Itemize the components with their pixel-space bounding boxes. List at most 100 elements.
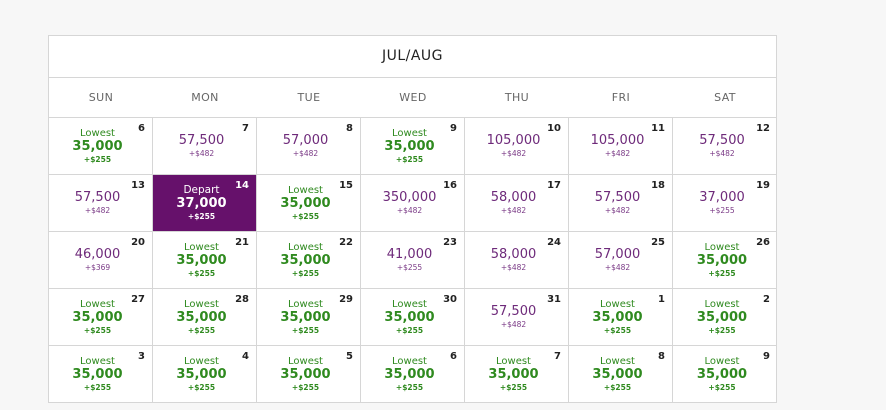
day-number: 28 xyxy=(235,294,249,305)
miles-price: 35,000 xyxy=(72,138,123,154)
fare-info: Lowest 35,000 +$255 xyxy=(257,346,346,402)
taxes-fees: +$255 xyxy=(187,382,216,392)
taxes-fees: +$482 xyxy=(84,206,111,215)
day-cell[interactable]: 6 Lowest 35,000 +$255 xyxy=(49,118,153,174)
day-cell[interactable]: 28 Lowest 35,000 +$255 xyxy=(153,289,257,345)
day-number: 30 xyxy=(443,294,457,305)
day-cell[interactable]: 16 350,000 +$482 xyxy=(361,175,465,231)
day-number: 16 xyxy=(443,180,457,191)
day-of-week-sun: SUN xyxy=(88,91,114,104)
day-cell[interactable]: 18 57,500 +$482 xyxy=(569,175,673,231)
day-cell[interactable]: 5 Lowest 35,000 +$255 xyxy=(257,346,361,402)
day-cell[interactable]: 6 Lowest 35,000 +$255 xyxy=(361,346,465,402)
day-cell[interactable]: 4 Lowest 35,000 +$255 xyxy=(153,346,257,402)
day-number: 23 xyxy=(443,237,457,248)
day-of-week-mon: MON xyxy=(191,91,219,104)
lowest-fare-label: Lowest xyxy=(600,298,635,310)
day-cell[interactable]: 7 Lowest 35,000 +$255 xyxy=(465,346,569,402)
taxes-fees: +$255 xyxy=(291,268,320,278)
day-cell[interactable]: 3 Lowest 35,000 +$255 xyxy=(49,346,153,402)
day-number: 1 xyxy=(658,294,665,305)
day-number: 10 xyxy=(547,123,561,134)
miles-price: 57,000 xyxy=(282,133,329,148)
day-number: 5 xyxy=(346,351,353,362)
taxes-fees: +$482 xyxy=(500,320,527,329)
fare-info: Lowest 35,000 +$255 xyxy=(569,289,658,345)
day-cell[interactable]: 31 57,500 +$482 xyxy=(465,289,569,345)
miles-price: 46,000 xyxy=(74,247,121,262)
day-of-week-wed: WED xyxy=(399,91,427,104)
depart-label: Depart xyxy=(183,183,220,196)
day-cell[interactable]: 23 41,000 +$255 xyxy=(361,232,465,288)
taxes-fees: +$482 xyxy=(188,149,215,158)
day-cell[interactable]: 20 46,000 +$369 xyxy=(49,232,153,288)
taxes-fees: +$482 xyxy=(500,206,527,215)
day-cell-selected[interactable]: 14 Depart 37,000 +$255 xyxy=(153,175,257,231)
day-cell[interactable]: 8 Lowest 35,000 +$255 xyxy=(569,346,673,402)
day-cell[interactable]: 9 Lowest 35,000 +$255 xyxy=(673,346,777,402)
day-cell[interactable]: 27 Lowest 35,000 +$255 xyxy=(49,289,153,345)
day-cell[interactable]: 9 Lowest 35,000 +$255 xyxy=(361,118,465,174)
fare-info: Lowest 35,000 +$255 xyxy=(465,346,554,402)
lowest-fare-label: Lowest xyxy=(600,355,635,367)
day-cell[interactable]: 15 Lowest 35,000 +$255 xyxy=(257,175,361,231)
day-cell[interactable]: 21 Lowest 35,000 +$255 xyxy=(153,232,257,288)
day-number: 17 xyxy=(547,180,561,191)
day-cell[interactable]: 11 105,000 +$482 xyxy=(569,118,673,174)
fare-info: 57,500 +$482 xyxy=(49,175,138,231)
day-cell[interactable]: 1 Lowest 35,000 +$255 xyxy=(569,289,673,345)
taxes-fees: +$482 xyxy=(292,149,319,158)
day-number: 14 xyxy=(235,180,249,191)
taxes-fees: +$255 xyxy=(603,325,632,335)
lowest-fare-label: Lowest xyxy=(392,298,427,310)
lowest-fare-label: Lowest xyxy=(288,184,323,196)
day-cell[interactable]: 10 105,000 +$482 xyxy=(465,118,569,174)
day-cell[interactable]: 29 Lowest 35,000 +$255 xyxy=(257,289,361,345)
taxes-fees: +$255 xyxy=(395,154,424,164)
day-cell[interactable]: 19 37,000 +$255 xyxy=(673,175,777,231)
fare-info: 57,500 +$482 xyxy=(153,118,242,174)
miles-price: 35,000 xyxy=(592,309,643,325)
day-cell[interactable]: 7 57,500 +$482 xyxy=(153,118,257,174)
day-number: 27 xyxy=(131,294,145,305)
day-cell[interactable]: 25 57,000 +$482 xyxy=(569,232,673,288)
day-cell[interactable]: 26 Lowest 35,000 +$255 xyxy=(673,232,777,288)
day-cell[interactable]: 24 58,000 +$482 xyxy=(465,232,569,288)
lowest-fare-label: Lowest xyxy=(80,298,115,310)
fare-info: Lowest 35,000 +$255 xyxy=(257,289,346,345)
lowest-fare-label: Lowest xyxy=(704,355,740,367)
day-number: 18 xyxy=(651,180,665,191)
day-of-week-sat: SAT xyxy=(714,91,736,104)
taxes-fees: +$255 xyxy=(708,268,736,278)
miles-price: 35,000 xyxy=(72,366,123,382)
day-cell[interactable]: 30 Lowest 35,000 +$255 xyxy=(361,289,465,345)
day-number: 4 xyxy=(242,351,249,362)
miles-price: 57,500 xyxy=(699,133,745,148)
day-cell[interactable]: 2 Lowest 35,000 +$255 xyxy=(673,289,777,345)
day-number: 3 xyxy=(138,351,145,362)
day-cell[interactable]: 8 57,000 +$482 xyxy=(257,118,361,174)
lowest-fare-label: Lowest xyxy=(392,127,427,139)
taxes-fees: +$255 xyxy=(83,154,112,164)
day-number: 21 xyxy=(235,237,249,248)
miles-price: 350,000 xyxy=(382,190,437,205)
miles-price: 105,000 xyxy=(486,133,541,148)
fare-info: Lowest 35,000 +$255 xyxy=(49,346,138,402)
day-of-week-header: SUN MON TUE WED THU FRI SAT xyxy=(49,78,776,118)
fare-info: Lowest 35,000 +$255 xyxy=(257,175,346,231)
day-cell[interactable]: 13 57,500 +$482 xyxy=(49,175,153,231)
day-number: 26 xyxy=(756,237,770,248)
fare-info: 37,000 +$255 xyxy=(673,175,763,231)
day-of-week-tue: TUE xyxy=(297,91,321,104)
miles-price: 35,000 xyxy=(176,366,227,382)
day-cell[interactable]: 22 Lowest 35,000 +$255 xyxy=(257,232,361,288)
day-cell[interactable]: 17 58,000 +$482 xyxy=(465,175,569,231)
day-of-week-fri: FRI xyxy=(611,91,631,104)
fare-info: 41,000 +$255 xyxy=(361,232,450,288)
day-number: 6 xyxy=(138,123,145,134)
day-number: 13 xyxy=(131,180,145,191)
fare-info: 58,000 +$482 xyxy=(465,175,554,231)
day-cell[interactable]: 12 57,500 +$482 xyxy=(673,118,777,174)
fare-info: Lowest 35,000 +$255 xyxy=(569,346,658,402)
lowest-fare-label: Lowest xyxy=(704,241,740,253)
